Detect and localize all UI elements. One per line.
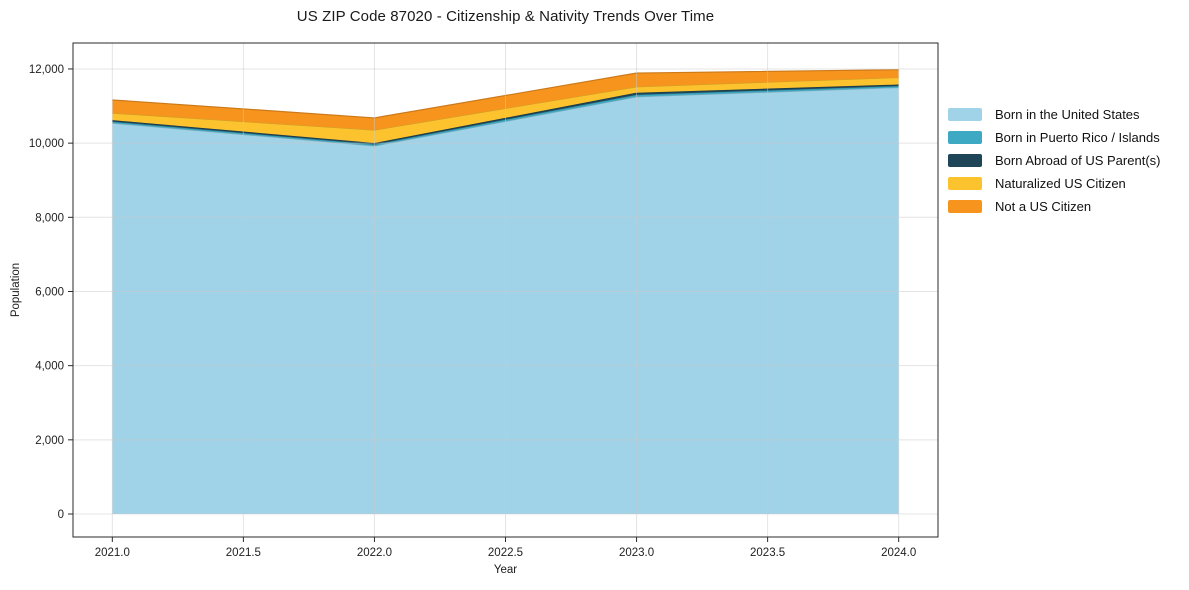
x-tick-label: 2022.0 xyxy=(357,547,392,559)
y-tick-label: 2,000 xyxy=(35,435,64,447)
x-tick-label: 2023.5 xyxy=(750,547,785,559)
legend-item-born-in-puerto-rico-islands: Born in Puerto Rico / Islands xyxy=(948,126,1160,149)
x-tick-label: 2024.0 xyxy=(881,547,916,559)
legend-swatch-not-a-us-citizen xyxy=(948,200,982,213)
x-axis-label: Year xyxy=(493,564,518,576)
x-tick-label: 2021.0 xyxy=(95,547,130,559)
legend-item-not-a-us-citizen: Not a US Citizen xyxy=(948,195,1160,218)
legend-label: Born in Puerto Rico / Islands xyxy=(995,130,1160,145)
legend-swatch-born-in-puerto-rico-islands xyxy=(948,131,982,144)
y-tick-label: 6,000 xyxy=(35,286,64,298)
legend-label: Not a US Citizen xyxy=(995,199,1092,214)
legend-swatch-naturalized-us-citizen xyxy=(948,177,982,190)
y-tick-label: 12,000 xyxy=(29,64,64,76)
legend-swatch-born-in-the-united-states xyxy=(948,108,982,121)
x-tick-label: 2023.0 xyxy=(619,547,654,559)
y-tick-label: 4,000 xyxy=(35,361,64,373)
legend-item-born-abroad-of-us-parent-s: Born Abroad of US Parent(s) xyxy=(948,149,1160,172)
legend-label: Born Abroad of US Parent(s) xyxy=(995,153,1161,168)
legend-swatch-born-abroad-of-us-parent-s xyxy=(948,154,982,167)
y-tick-label: 10,000 xyxy=(29,138,64,150)
legend: Born in the United States Born in Puerto … xyxy=(948,103,1160,218)
x-tick-label: 2021.5 xyxy=(226,547,261,559)
y-tick-label: 8,000 xyxy=(35,212,64,224)
legend-item-born-in-the-united-states: Born in the United States xyxy=(948,103,1160,126)
y-tick-label: 0 xyxy=(58,509,64,521)
legend-item-naturalized-us-citizen: Naturalized US Citizen xyxy=(948,172,1160,195)
x-tick-label: 2022.5 xyxy=(488,547,523,559)
legend-label: Born in the United States xyxy=(995,107,1140,122)
chart-title: US ZIP Code 87020 - Citizenship & Nativi… xyxy=(296,8,715,25)
legend-label: Naturalized US Citizen xyxy=(995,176,1126,191)
